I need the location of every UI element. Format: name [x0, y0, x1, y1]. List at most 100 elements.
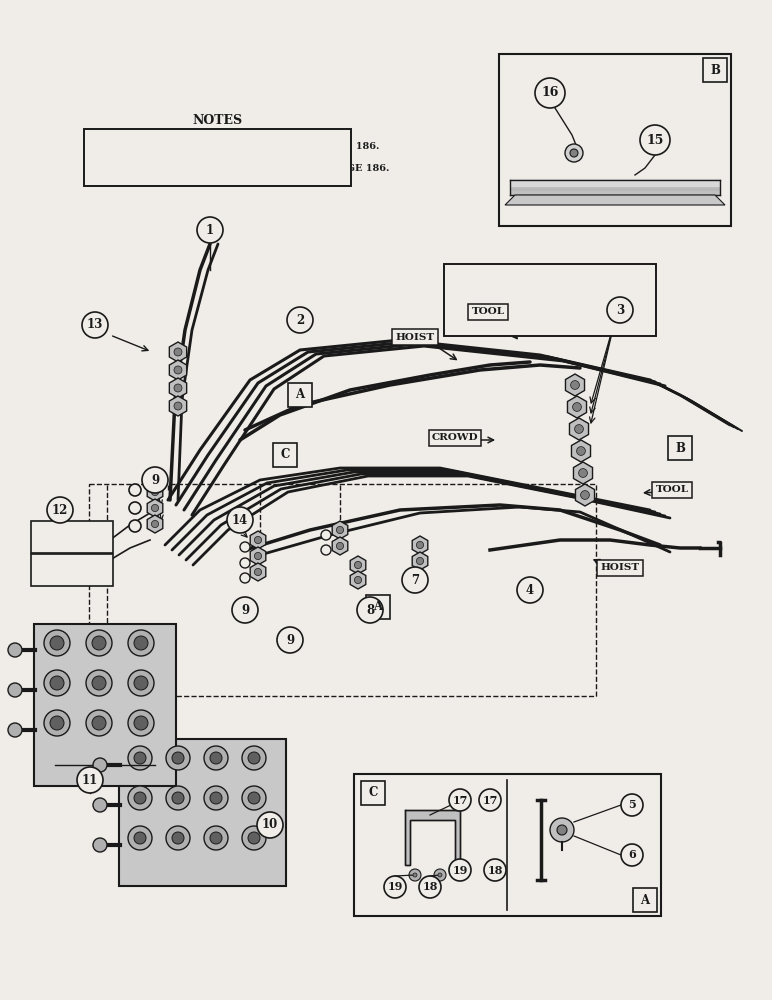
Circle shape: [174, 402, 182, 410]
FancyBboxPatch shape: [499, 54, 731, 226]
Circle shape: [402, 567, 428, 593]
Circle shape: [172, 832, 184, 844]
Circle shape: [416, 541, 424, 549]
Circle shape: [240, 542, 250, 552]
Circle shape: [384, 876, 406, 898]
Circle shape: [197, 217, 223, 243]
Circle shape: [240, 573, 250, 583]
Circle shape: [438, 873, 442, 877]
Circle shape: [255, 568, 262, 576]
Circle shape: [419, 876, 441, 898]
Circle shape: [166, 746, 190, 770]
Text: 1: 1: [206, 224, 214, 236]
Circle shape: [242, 826, 266, 850]
Circle shape: [129, 502, 141, 514]
Text: 18: 18: [487, 864, 503, 876]
Circle shape: [248, 792, 260, 804]
Circle shape: [44, 630, 70, 656]
Circle shape: [277, 627, 303, 653]
Text: 16: 16: [541, 87, 559, 100]
Circle shape: [128, 670, 154, 696]
Circle shape: [151, 488, 158, 496]
Text: TOOL: TOOL: [655, 486, 689, 494]
Text: 2.  TEE CONNECTS TO ELBOW (item 1) ON PAGE 186.: 2. TEE CONNECTS TO ELBOW (item 1) ON PAG…: [91, 163, 389, 172]
Circle shape: [82, 312, 108, 338]
Circle shape: [287, 307, 313, 333]
Circle shape: [550, 818, 574, 842]
Text: C: C: [368, 786, 378, 800]
Circle shape: [174, 384, 182, 392]
Circle shape: [557, 825, 567, 835]
Circle shape: [578, 469, 587, 477]
Circle shape: [172, 792, 184, 804]
Circle shape: [574, 425, 584, 433]
Circle shape: [248, 832, 260, 844]
Text: 9: 9: [286, 634, 294, 647]
Circle shape: [321, 545, 331, 555]
Circle shape: [409, 869, 421, 881]
FancyBboxPatch shape: [668, 436, 692, 460]
Circle shape: [257, 812, 283, 838]
Circle shape: [571, 381, 580, 389]
Text: SEE NOTE 1: SEE NOTE 1: [41, 532, 103, 542]
Circle shape: [479, 789, 501, 811]
FancyBboxPatch shape: [444, 264, 656, 336]
Circle shape: [255, 536, 262, 544]
Circle shape: [142, 467, 168, 493]
Circle shape: [174, 348, 182, 356]
Text: 17: 17: [452, 794, 468, 806]
Circle shape: [92, 636, 106, 650]
Text: NOTES: NOTES: [192, 113, 242, 126]
Text: 1.  TEE CONNECTS TO HOSE (item 3) ON PAGE 186.: 1. TEE CONNECTS TO HOSE (item 3) ON PAGE…: [91, 141, 379, 150]
Circle shape: [128, 710, 154, 736]
Circle shape: [621, 844, 643, 866]
FancyBboxPatch shape: [31, 521, 113, 553]
Text: 9: 9: [151, 474, 159, 487]
FancyBboxPatch shape: [361, 781, 385, 805]
Circle shape: [517, 577, 543, 603]
Text: CROWD: CROWD: [432, 434, 479, 442]
Circle shape: [337, 542, 344, 550]
Circle shape: [129, 520, 141, 532]
Text: B: B: [710, 64, 720, 77]
Text: SEE NOTE 2: SEE NOTE 2: [41, 566, 103, 574]
FancyBboxPatch shape: [119, 739, 286, 886]
Circle shape: [607, 297, 633, 323]
Text: 7: 7: [411, 574, 419, 586]
Circle shape: [573, 403, 581, 411]
Text: 18: 18: [422, 882, 438, 892]
FancyBboxPatch shape: [34, 624, 176, 786]
Circle shape: [47, 497, 73, 523]
Circle shape: [240, 558, 250, 568]
FancyBboxPatch shape: [354, 774, 661, 916]
Circle shape: [128, 746, 152, 770]
FancyBboxPatch shape: [31, 554, 113, 586]
Text: 19: 19: [452, 864, 468, 876]
Circle shape: [92, 676, 106, 690]
Circle shape: [640, 125, 670, 155]
Text: HOIST: HOIST: [395, 332, 435, 342]
Text: 10: 10: [262, 818, 278, 832]
Text: FOR CONTINUATION OF CIRCUITS: FOR CONTINUATION OF CIRCUITS: [451, 273, 646, 282]
Circle shape: [232, 597, 258, 623]
Circle shape: [484, 859, 506, 881]
Text: 4: 4: [526, 584, 534, 596]
Circle shape: [134, 676, 148, 690]
Circle shape: [535, 78, 565, 108]
Circle shape: [210, 792, 222, 804]
Circle shape: [354, 576, 361, 584]
Circle shape: [413, 873, 417, 877]
Circle shape: [77, 767, 103, 793]
Circle shape: [92, 716, 106, 730]
Circle shape: [242, 746, 266, 770]
Circle shape: [204, 786, 228, 810]
Circle shape: [8, 723, 22, 737]
Text: C: C: [280, 448, 290, 462]
FancyBboxPatch shape: [84, 129, 351, 186]
Circle shape: [172, 752, 184, 764]
Circle shape: [50, 676, 64, 690]
Circle shape: [449, 789, 471, 811]
Circle shape: [227, 507, 253, 533]
Circle shape: [416, 557, 424, 565]
Circle shape: [166, 826, 190, 850]
